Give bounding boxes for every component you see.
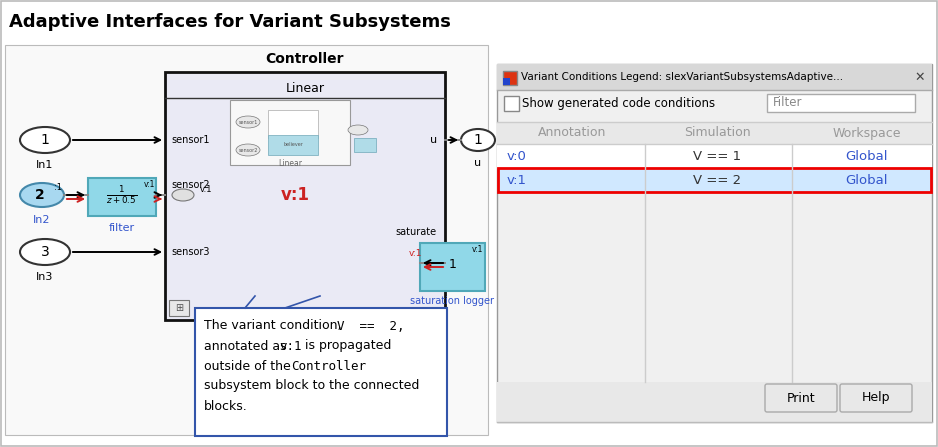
Text: $\frac{1}{z+0.5}$: $\frac{1}{z+0.5}$ [106, 184, 138, 206]
Text: filter: filter [109, 223, 135, 233]
Text: Help: Help [862, 392, 890, 405]
Ellipse shape [172, 189, 194, 201]
FancyBboxPatch shape [497, 144, 932, 168]
FancyBboxPatch shape [354, 138, 376, 152]
Text: The variant condition,: The variant condition, [204, 320, 345, 333]
Text: sensor3: sensor3 [171, 247, 209, 257]
FancyBboxPatch shape [195, 308, 447, 436]
Text: saturation logger: saturation logger [411, 296, 494, 306]
Text: 2: 2 [35, 188, 45, 202]
FancyBboxPatch shape [88, 178, 156, 216]
Text: V == 1: V == 1 [693, 149, 741, 163]
Text: In1: In1 [37, 160, 53, 170]
Text: sensor2: sensor2 [174, 193, 192, 198]
Text: V  ==  2,: V == 2, [338, 320, 405, 333]
Text: Global: Global [846, 173, 888, 186]
FancyBboxPatch shape [169, 300, 189, 316]
FancyBboxPatch shape [498, 168, 931, 192]
Text: Controller: Controller [265, 52, 344, 66]
Text: subsystem block to the connected: subsystem block to the connected [204, 380, 419, 392]
Text: ⊞: ⊞ [175, 303, 183, 313]
FancyBboxPatch shape [840, 384, 912, 412]
Text: u: u [430, 135, 437, 145]
Text: Annotation: Annotation [537, 127, 606, 139]
Ellipse shape [20, 183, 64, 207]
Text: sensor2: sensor2 [171, 180, 209, 190]
Text: Controller: Controller [291, 359, 366, 372]
Text: sensor1: sensor1 [238, 119, 258, 125]
Text: In3: In3 [37, 272, 53, 282]
Text: sensor2: sensor2 [238, 148, 258, 152]
Text: v:1: v:1 [200, 186, 213, 194]
Text: Simulation: Simulation [684, 127, 750, 139]
Text: Global: Global [846, 149, 888, 163]
FancyBboxPatch shape [503, 78, 510, 85]
Text: Filter: Filter [773, 97, 803, 110]
FancyBboxPatch shape [5, 45, 488, 435]
Text: v:1: v:1 [408, 249, 422, 257]
FancyBboxPatch shape [268, 110, 318, 138]
FancyBboxPatch shape [767, 94, 915, 112]
Text: Adaptive Interfaces for Variant Subsystems: Adaptive Interfaces for Variant Subsyste… [9, 13, 451, 31]
Text: :1: :1 [54, 184, 62, 193]
Text: Show generated code conditions: Show generated code conditions [522, 97, 715, 110]
Ellipse shape [20, 239, 70, 265]
Text: Linear: Linear [285, 81, 325, 94]
FancyBboxPatch shape [230, 100, 350, 165]
Text: Linear: Linear [278, 159, 302, 168]
Text: ✕: ✕ [915, 71, 925, 84]
Text: outside of the: outside of the [204, 359, 295, 372]
Ellipse shape [348, 125, 368, 135]
Text: 1: 1 [474, 133, 482, 147]
FancyBboxPatch shape [497, 64, 932, 422]
FancyBboxPatch shape [420, 243, 485, 291]
FancyBboxPatch shape [497, 122, 932, 144]
Text: In2: In2 [33, 215, 51, 225]
Text: 3: 3 [40, 245, 50, 259]
Text: v:1: v:1 [280, 186, 310, 204]
FancyBboxPatch shape [503, 71, 517, 85]
Text: is propagated: is propagated [301, 340, 391, 353]
Text: v:0: v:0 [507, 149, 527, 163]
Text: sensor1: sensor1 [171, 135, 209, 145]
FancyBboxPatch shape [497, 64, 932, 90]
FancyBboxPatch shape [504, 96, 519, 111]
Ellipse shape [236, 116, 260, 128]
Ellipse shape [236, 144, 260, 156]
Text: believer: believer [283, 143, 303, 148]
Text: u: u [475, 158, 481, 168]
FancyBboxPatch shape [165, 72, 445, 320]
Text: v:1: v:1 [507, 173, 527, 186]
Text: 1: 1 [40, 133, 50, 147]
Text: annotated as: annotated as [204, 340, 291, 353]
FancyBboxPatch shape [268, 135, 318, 155]
Text: Variant Conditions Legend: slexVariantSubsystemsAdaptive...: Variant Conditions Legend: slexVariantSu… [521, 72, 843, 82]
Text: v:1: v:1 [472, 245, 483, 254]
Text: v:1: v:1 [280, 340, 302, 353]
Text: saturate: saturate [396, 227, 437, 237]
Text: V == 2: V == 2 [693, 173, 741, 186]
Text: Print: Print [787, 392, 815, 405]
FancyBboxPatch shape [497, 382, 932, 422]
Text: Workspace: Workspace [833, 127, 901, 139]
Text: v:1: v:1 [144, 180, 155, 189]
Text: 1: 1 [448, 258, 457, 271]
FancyBboxPatch shape [765, 384, 837, 412]
Ellipse shape [461, 129, 495, 151]
Text: blocks.: blocks. [204, 400, 248, 413]
Ellipse shape [20, 127, 70, 153]
